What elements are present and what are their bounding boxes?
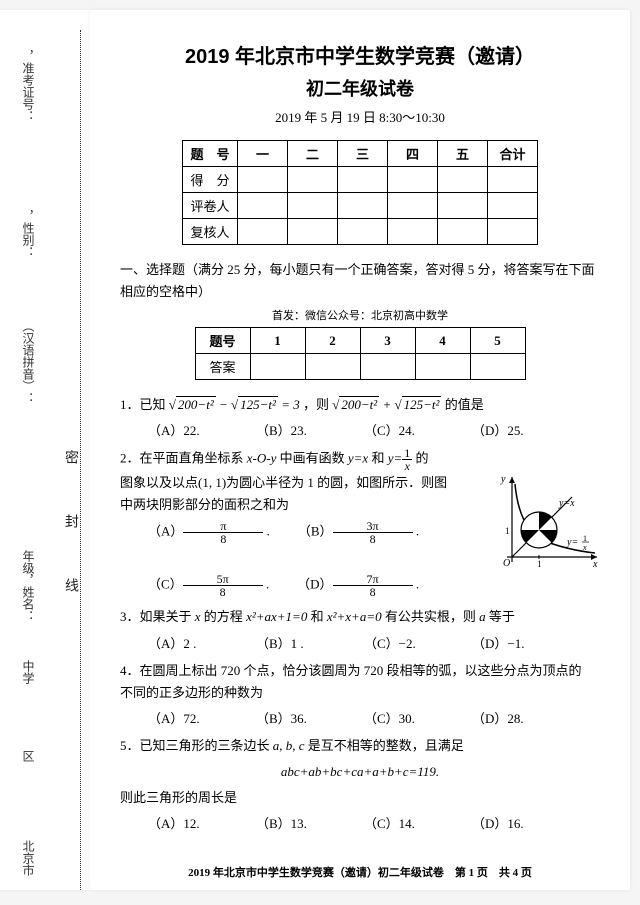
svg-text:1: 1: [537, 559, 542, 567]
answer-head: 题号: [195, 328, 250, 354]
wechat-note: 首发：微信公众号：北京初高中数学: [120, 307, 600, 323]
score-col-2: 二: [288, 141, 338, 167]
q5-options: （A）12. （B）13. （C）14. （D）16.: [120, 813, 600, 832]
svg-text:y=x: y=x: [558, 498, 575, 509]
row-grader: 评卷人: [183, 193, 238, 219]
score-col-4: 四: [388, 141, 438, 167]
svg-text:1: 1: [505, 526, 510, 536]
question-3: 3．如果关于 x 的方程 x²+ax+1=0 和 x²+x+a=0 有公共实根，…: [120, 606, 600, 628]
q4-options: （A）72. （B）36. （C）30. （D）28.: [120, 708, 600, 727]
svg-text:O: O: [503, 558, 510, 567]
exam-title-2: 初二年级试卷: [120, 75, 600, 101]
exam-title-1: 2019 年北京市中学生数学竞赛（邀请）: [120, 40, 600, 69]
svg-text:x: x: [582, 543, 587, 552]
svg-text:x: x: [592, 559, 598, 567]
page-footer: 2019 年北京市中学生数学竞赛（邀请）初二年级试卷 第 1 页 共 4 页: [90, 864, 630, 880]
exam-date: 2019 年 5 月 19 日 8:30～10:30: [120, 107, 600, 126]
svg-text:y: y: [500, 474, 506, 485]
sidebar-gender: ，性别：: [20, 210, 37, 270]
score-col-3: 三: [338, 141, 388, 167]
answer-row-label: 答案: [195, 354, 250, 380]
sidebar-id: ，准考证号：: [20, 50, 37, 180]
sidebar-name: 年级，姓名：: [20, 550, 37, 640]
q3-options: （A）2 . （B）1 . （C）−2. （D）−1.: [120, 633, 600, 652]
answer-table: 题号 1 2 3 4 5 答案: [195, 327, 526, 380]
score-col-1: 一: [238, 141, 288, 167]
question-5: 5．已知三角形的三条边长 a, b, c 是互不相等的整数，且满足 abc+ab…: [120, 735, 600, 809]
q5-equation: abc+ab+bc+ca+a+b+c=119.: [120, 761, 600, 783]
score-col-5: 五: [438, 141, 488, 167]
sidebar-school: 中学: [20, 660, 37, 720]
question-4: 4．在圆周上标出 720 个点，恰分该圆周为 720 段相等的弧，以这些分点为顶…: [120, 660, 600, 704]
score-col-title: 题 号: [183, 141, 238, 167]
dotted-fold-line: [80, 30, 81, 890]
sidebar-district: 区: [20, 750, 37, 790]
q1-options: （A）22. （B）23. （C）24. （D）25.: [120, 420, 600, 439]
row-reviewer: 复核人: [183, 219, 238, 245]
exam-page: 2019 年北京市中学生数学竞赛（邀请） 初二年级试卷 2019 年 5 月 1…: [90, 10, 630, 890]
svg-text:y=: y=: [566, 537, 578, 548]
row-score: 得 分: [183, 167, 238, 193]
sidebar-pinyin: （汉语拼音）：: [20, 320, 37, 450]
section-1-intro: 一、选择题（满分 25 分，每小题只有一个正确答案，答对得 5 分，将答案写在下…: [120, 259, 600, 303]
seal-line-text: 密 封 线: [60, 450, 80, 610]
question-1: 1．已知 √200−t² − √125−t² = 3 ，则 √200−t² + …: [120, 394, 600, 416]
score-table: 题 号 一 二 三 四 五 合计 得 分 评卷人 复核人: [182, 140, 538, 245]
binding-sidebar: ，准考证号： ，性别： （汉语拼音）： 年级，姓名： 中学 区 北京市 密 封 …: [0, 10, 90, 890]
q2-figure: x y O 1 1 y=x y= 1 x: [497, 472, 602, 567]
sidebar-city: 北京市: [20, 840, 37, 880]
score-col-total: 合计: [488, 141, 538, 167]
